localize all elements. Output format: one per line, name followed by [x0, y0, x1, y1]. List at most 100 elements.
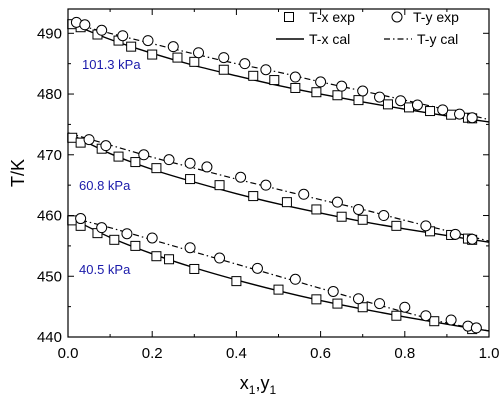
tx-exp-point: [332, 90, 343, 101]
ty-exp-point: [121, 228, 133, 240]
legend-square-marker: [284, 12, 294, 22]
ty-exp-point: [411, 99, 423, 111]
tx-exp-point: [189, 263, 200, 274]
ty-exp-point: [239, 58, 251, 70]
ty-exp-point: [289, 273, 301, 285]
tx-exp-point: [391, 310, 402, 321]
pressure-label-60: 60.8 kPa: [79, 178, 131, 193]
tx-exp-point: [353, 95, 364, 106]
ty-exp-point: [454, 108, 466, 120]
ty-exp-point: [218, 52, 230, 64]
tx-exp-point: [311, 204, 322, 215]
tx-exp-point: [281, 197, 292, 208]
x-tick-label: 0.2: [142, 345, 163, 362]
tx-exp-point: [189, 56, 200, 67]
tx-exp-point: [231, 276, 242, 287]
ty-exp-point: [357, 85, 369, 97]
tx-exp-point: [172, 52, 183, 63]
ty-exp-point: [327, 285, 339, 297]
tx-exp-point: [248, 70, 259, 81]
ty-exp-point: [142, 35, 154, 47]
ty-exp-point: [331, 196, 343, 208]
tx-exp-point: [109, 234, 120, 245]
ty-exp-point: [289, 71, 301, 83]
y-tick-label: 480: [37, 86, 62, 103]
y-tick-label: 470: [37, 147, 62, 164]
ty-exp-point: [352, 203, 364, 215]
ty-exp-point: [437, 104, 449, 116]
ty-exp-point: [214, 252, 226, 264]
legend: T-x exp T-y exp T-x cal T-y cal: [276, 9, 459, 47]
y-tick-label: 450: [37, 268, 62, 285]
tx-exp-point: [67, 132, 78, 143]
y-tick-label: 490: [37, 25, 62, 42]
tx-exp-point: [357, 214, 368, 225]
tx-exp-point: [113, 151, 124, 162]
tx-exp-point: [214, 180, 225, 191]
tx-exp-point: [290, 82, 301, 93]
tx-exp-point: [130, 157, 141, 168]
ty-exp-point: [96, 24, 108, 36]
x-tick-label: 0.6: [310, 345, 331, 362]
tx-exp-point: [164, 254, 175, 265]
ty-exp-point: [352, 293, 364, 305]
tx-exp-point: [185, 174, 196, 185]
ty-cal-line: [67, 216, 490, 332]
tx-exp-point: [269, 75, 280, 86]
legend-circle-marker: [391, 11, 403, 23]
y-tick-label: 440: [37, 329, 62, 346]
x-tick-label: 0.4: [226, 345, 247, 362]
tx-exp-point: [273, 284, 284, 295]
ty-exp-point: [201, 161, 213, 173]
x-tick-label: 1.0: [479, 345, 500, 362]
x-tick-label: 0.8: [394, 345, 415, 362]
ty-exp-point: [163, 154, 175, 166]
ty-exp-point: [260, 64, 272, 76]
tx-exp-point: [382, 99, 393, 110]
legend-label-ty-exp: T-y exp: [413, 9, 459, 25]
ty-exp-point: [420, 310, 432, 322]
tx-exp-point: [147, 49, 158, 60]
y-axis-label: T/K: [8, 159, 28, 187]
x-axis-label: x1,y1: [240, 373, 277, 397]
pressure-label-40: 40.5 kPa: [79, 262, 131, 277]
ty-exp-point: [184, 157, 196, 169]
ty-exp-point: [146, 232, 158, 244]
ty-exp-point: [420, 220, 432, 232]
tx-exp-point: [218, 64, 229, 75]
tx-exp-point: [311, 294, 322, 305]
y-tick-label: 460: [37, 208, 62, 225]
ty-exp-point: [79, 19, 91, 31]
ty-exp-point: [138, 149, 150, 161]
ty-exp-point: [466, 233, 478, 245]
tx-exp-point: [151, 251, 162, 262]
ty-exp-point: [83, 134, 95, 146]
tx-exp-point: [126, 41, 137, 52]
tx-exp-point: [336, 211, 347, 222]
ty-exp-point: [378, 210, 390, 222]
tx-exp-point: [332, 298, 343, 309]
tx-exp-point: [311, 87, 322, 98]
ty-cal-line: [67, 132, 490, 242]
ty-exp-point: [315, 76, 327, 88]
ty-exp-point: [374, 298, 386, 310]
ty-exp-point: [445, 314, 457, 326]
experimental-markers: [67, 16, 482, 335]
ty-exp-point: [336, 80, 348, 92]
ty-exp-point: [449, 228, 461, 240]
pressure-label-101: 101.3 kPa: [82, 57, 141, 72]
ty-exp-point: [184, 242, 196, 254]
ty-exp-point: [470, 322, 482, 334]
tx-cal-line: [67, 21, 490, 123]
ty-exp-point: [260, 179, 272, 191]
legend-label-ty-cal: T-y cal: [417, 31, 458, 47]
axis-ticks: 0.0 0.2 0.4 0.6 0.8 1.0 440 450 460 470 480 490: [37, 9, 499, 362]
ty-exp-point: [395, 95, 407, 107]
tx-exp-point: [248, 191, 259, 202]
ty-exp-point: [466, 112, 478, 124]
tx-exp-point: [425, 106, 436, 117]
x-tick-label: 0.0: [58, 345, 79, 362]
ty-exp-point: [96, 222, 108, 234]
tx-exp-point: [130, 240, 141, 251]
